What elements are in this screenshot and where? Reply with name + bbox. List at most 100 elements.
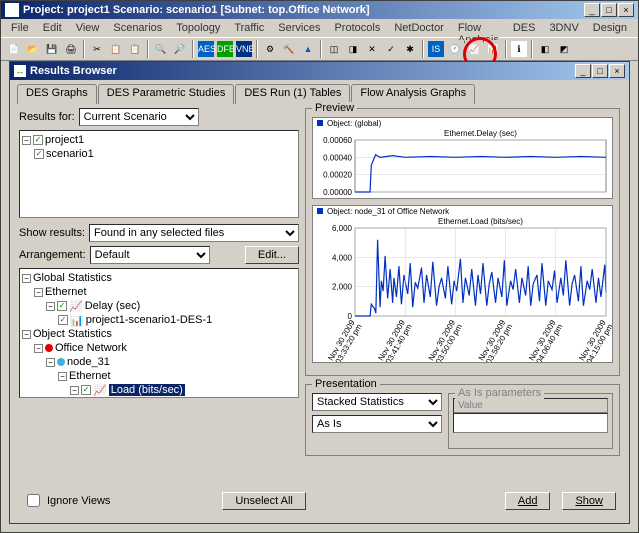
project-root[interactable]: project1 [45,134,84,146]
menu-windows[interactable]: Windows [635,21,639,35]
preview-group: Preview Object: (global)Ethernet.Delay (… [305,108,620,376]
project-scenario[interactable]: scenario1 [46,148,94,160]
stat-des1a[interactable]: project1-scenario1-DES-1 [86,314,213,326]
menu-netdoctor[interactable]: NetDoctor [388,21,450,35]
show-button[interactable]: Show [562,492,616,510]
svg-text:0.00060: 0.00060 [323,136,352,145]
ignore-views-checkbox[interactable]: Ignore Views [23,491,110,510]
results-for-select[interactable]: Current Scenario [79,108,199,126]
tb-tri-icon[interactable]: ▲ [299,40,317,58]
show-results-label: Show results: [19,227,85,239]
stat-ethernet1[interactable]: Ethernet [45,286,87,298]
add-button[interactable]: Add [505,492,551,510]
svg-text:4,000: 4,000 [332,253,353,262]
main-titlebar: Project: project1 Scenario: scenario1 [S… [1,1,638,19]
menu-design[interactable]: Design [587,21,633,35]
tb-info-icon[interactable]: ℹ [510,40,528,58]
presentation-mode-select[interactable]: Stacked Statistics [312,393,442,411]
unselect-all-button[interactable]: Unselect All [222,492,305,510]
menu-flowanalysis[interactable]: Flow Analysis [452,21,505,35]
tb-copy-icon[interactable]: 📋 [107,40,125,58]
arrangement-select[interactable]: Default [90,246,210,264]
tb-build-icon[interactable]: 🔨 [280,40,298,58]
tb-ext2-icon[interactable]: ◩ [555,40,573,58]
results-icon: ↔ [14,65,26,77]
tb-print-icon[interactable]: 🖨 [62,40,80,58]
tab-des-run-tables[interactable]: DES Run (1) Tables [235,84,350,104]
svg-text:Object: (global): Object: (global) [327,119,382,128]
project-tree[interactable]: −✓project1 ✓scenario1 [19,130,299,218]
results-close-button[interactable]: × [609,64,625,78]
maximize-button[interactable]: □ [601,3,617,17]
results-max-button[interactable]: □ [592,64,608,78]
tab-flow-analysis[interactable]: Flow Analysis Graphs [351,84,475,104]
ignore-views-label: Ignore Views [47,495,110,507]
tb-cut-icon[interactable]: ✂ [88,40,106,58]
ignore-views-cb[interactable] [27,494,40,507]
main-window: Project: project1 Scenario: scenario1 [S… [0,0,639,533]
tb-vne-icon[interactable]: VNE [235,40,253,58]
main-title: Project: project1 Scenario: scenario1 [S… [23,4,584,16]
menu-view[interactable]: View [70,21,106,35]
tb-zoom-icon[interactable]: 🔍 [152,40,170,58]
tb-fail-icon[interactable]: ✕ [363,40,381,58]
show-results-select[interactable]: Found in any selected files [89,224,299,242]
close-button[interactable]: × [618,3,634,17]
stat-office[interactable]: Office Network [55,342,127,354]
menu-scenarios[interactable]: Scenarios [107,21,168,35]
tb-new-icon[interactable]: 📄 [5,40,23,58]
arrangement-label: Arrangement: [19,249,86,261]
tb-chart-icon[interactable]: 📈 [465,40,483,58]
tab-des-parametric[interactable]: DES Parametric Studies [98,84,235,104]
results-for-label: Results for: [19,111,75,123]
results-browser-window: ↔ Results Browser _ □ × DES Graphs DES P… [9,61,630,524]
menu-file[interactable]: File [5,21,35,35]
tb-browse-results-icon[interactable]: 📊 [484,40,502,58]
stats-tree[interactable]: −Global Statistics −Ethernet −✓📈Delay (s… [19,268,299,398]
stat-load[interactable]: Load (bits/sec) [109,384,185,396]
menu-topology[interactable]: Topology [170,21,226,35]
tb-paste-icon[interactable]: 📋 [126,40,144,58]
menu-traffic[interactable]: Traffic [228,21,270,35]
tb-ext1-icon[interactable]: ◧ [536,40,554,58]
results-titlebar: ↔ Results Browser _ □ × [10,62,629,80]
results-title: Results Browser [30,65,575,77]
tb-cfg-icon[interactable]: ⚙ [261,40,279,58]
left-column: Results for: Current Scenario −✓project1… [19,108,299,484]
menubar: File Edit View Scenarios Topology Traffi… [1,19,638,37]
tb-dfb-icon[interactable]: DFB [216,40,234,58]
menu-des[interactable]: DES [507,21,542,35]
menu-protocols[interactable]: Protocols [328,21,386,35]
stat-delay[interactable]: Delay (sec) [85,300,141,312]
edit-button[interactable]: Edit... [245,246,299,264]
tab-des-graphs[interactable]: DES Graphs [17,84,97,104]
menu-edit[interactable]: Edit [37,21,68,35]
tabs: DES Graphs DES Parametric Studies DES Ru… [17,84,622,104]
asis-value-box [453,413,608,433]
stat-ethernet2[interactable]: Ethernet [69,370,111,382]
tb-recover-icon[interactable]: ✓ [382,40,400,58]
tb-zoomfit-icon[interactable]: 🔎 [171,40,189,58]
minimize-button[interactable]: _ [584,3,600,17]
tb-star-icon[interactable]: ✱ [401,40,419,58]
stat-object[interactable]: Object Statistics [33,328,112,340]
tb-net2-icon[interactable]: ◨ [344,40,362,58]
svg-text:Object: node_31 of Office Netw: Object: node_31 of Office Network [327,207,450,216]
tb-clock-icon[interactable]: 🕐 [446,40,464,58]
tb-aes-icon[interactable]: AES [197,40,215,58]
presentation-group: Presentation Stacked Statistics As Is As… [305,384,620,456]
toolbar: 📄 📂 💾 🖨 ✂ 📋 📋 🔍 🔎 AES DFB VNE ⚙ 🔨 ▲ ◫ ◨ … [1,37,638,61]
svg-text:0.00000: 0.00000 [323,188,352,197]
stat-node31[interactable]: node_31 [67,356,110,368]
presentation-style-select[interactable]: As Is [312,415,442,433]
tb-net1-icon[interactable]: ◫ [325,40,343,58]
tb-open-icon[interactable]: 📂 [24,40,42,58]
stat-global[interactable]: Global Statistics [33,272,112,284]
results-min-button[interactable]: _ [575,64,591,78]
menu-3dnv[interactable]: 3DNV [543,21,584,35]
svg-text:2,000: 2,000 [332,283,353,292]
asis-group: As Is parameters Value [448,393,613,449]
menu-services[interactable]: Services [272,21,326,35]
tb-is-icon[interactable]: IS [427,40,445,58]
tb-save-icon[interactable]: 💾 [43,40,61,58]
